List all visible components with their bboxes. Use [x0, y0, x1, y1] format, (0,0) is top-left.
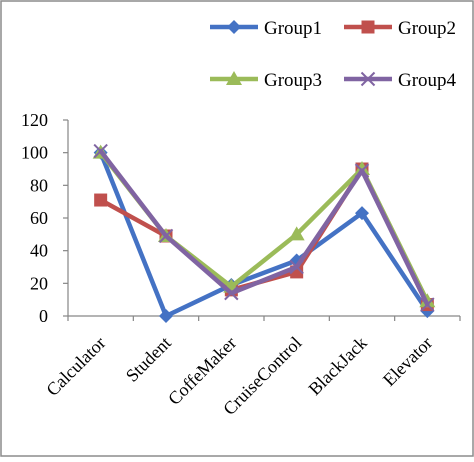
data-point-x-stroke — [360, 71, 376, 87]
legend: Group1 Group2 Group3 Group4 — [210, 18, 457, 91]
series-line — [98, 150, 430, 319]
legend-label: Group2 — [398, 18, 456, 39]
y-tick-label: 100 — [21, 143, 48, 163]
y-tick-label: 0 — [39, 306, 48, 326]
data-point-x — [420, 297, 435, 312]
data-point-diamond — [159, 309, 173, 323]
data-point-square — [94, 193, 108, 207]
legend-label: Group1 — [264, 18, 322, 39]
data-point-triangle — [354, 161, 370, 175]
data-point-x-stroke — [93, 143, 108, 159]
legend-item-group4: Group4 — [344, 70, 457, 91]
series-group4 — [93, 143, 435, 312]
y-tick-label: 20 — [30, 273, 48, 293]
series-layer — [92, 143, 436, 323]
data-point-triangle — [226, 71, 242, 85]
data-point-x — [93, 143, 108, 159]
data-point-x — [289, 259, 304, 275]
y-tick-label: 80 — [30, 175, 48, 195]
data-point-diamond — [355, 206, 369, 221]
data-point-x-stroke — [289, 259, 304, 275]
data-point-x-stroke — [158, 228, 174, 244]
data-point-diamond — [227, 20, 241, 34]
y-tick-label: 60 — [30, 208, 48, 228]
data-point-square — [361, 20, 375, 34]
y-tick-label: 120 — [21, 110, 48, 130]
data-point-x-stroke — [224, 285, 239, 301]
y-tick-label: 40 — [30, 241, 48, 261]
data-point-x-stroke — [354, 163, 370, 178]
legend-item-group2: Group2 — [344, 18, 456, 39]
legend-item-group1: Group1 — [210, 18, 322, 39]
data-point-x — [354, 163, 370, 178]
legend-label: Group4 — [398, 70, 457, 91]
data-point-x-stroke — [420, 297, 435, 312]
data-point-triangle — [288, 226, 305, 241]
data-point-x — [360, 71, 376, 87]
data-point-x — [158, 228, 174, 244]
legend-label: Group3 — [264, 70, 322, 91]
data-point-x — [224, 285, 239, 301]
legend-item-group3: Group3 — [210, 70, 322, 91]
series-line — [98, 148, 430, 307]
